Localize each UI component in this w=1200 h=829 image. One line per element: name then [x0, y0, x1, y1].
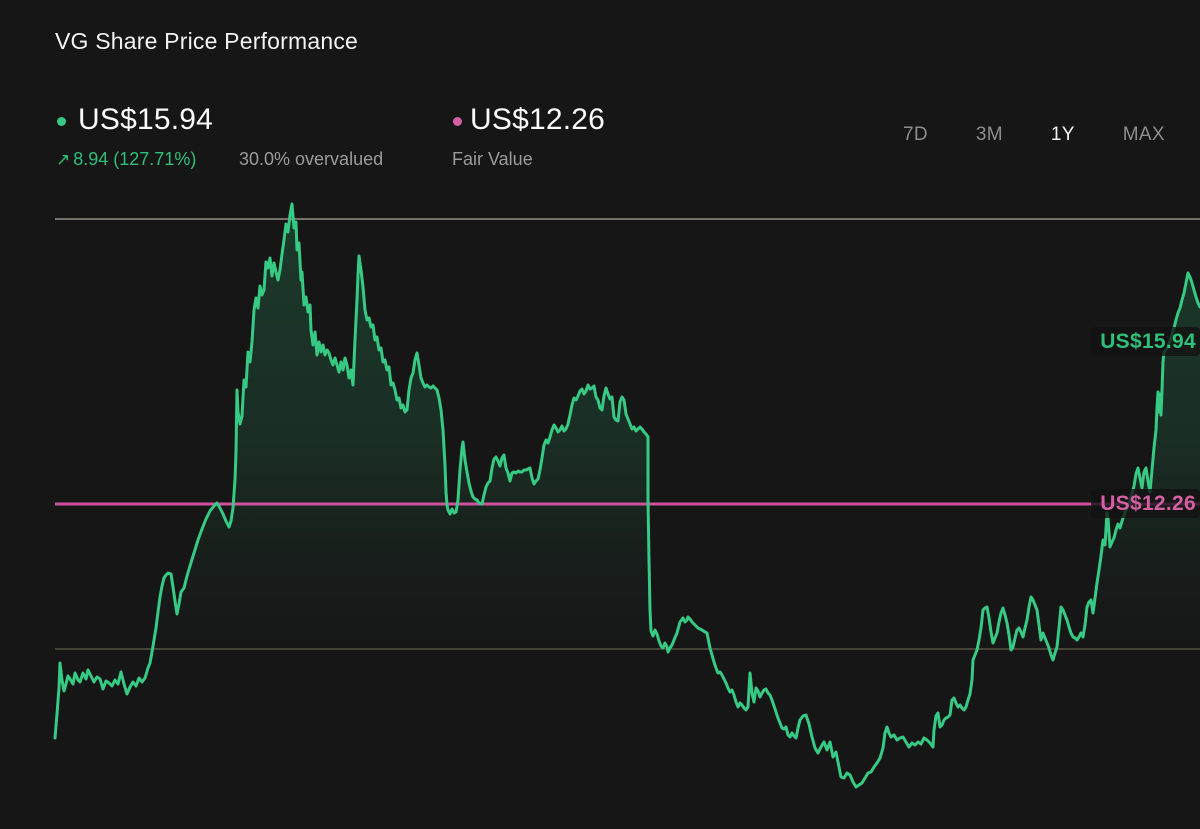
current-price-value: US$15.94	[78, 103, 214, 136]
range-option-1y[interactable]: 1Y	[1050, 124, 1075, 145]
fair-value-dot-icon	[453, 117, 462, 126]
price-change-row: ↗ 8.94 (127.71%)	[56, 149, 196, 170]
current-price-tag: US$15.94	[1091, 327, 1200, 357]
range-option-max[interactable]: MAX	[1122, 124, 1165, 145]
trend-up-arrow-icon: ↗	[56, 150, 71, 169]
valuation-status: 30.0% overvalued	[239, 149, 384, 169]
range-selector: 7D 3M 1Y MAX	[903, 124, 1165, 146]
range-option-3m[interactable]: 3M	[975, 124, 1003, 145]
fair-value-label: Fair Value	[452, 149, 533, 169]
fair-value-price: US$12.26	[470, 103, 606, 136]
range-option-7d[interactable]: 7D	[903, 124, 928, 145]
fair-value-tag: US$12.26	[1091, 489, 1200, 519]
price-area-fill	[55, 204, 1200, 829]
chart-title: VG Share Price Performance	[55, 28, 359, 54]
current-price-dot-icon	[57, 117, 66, 126]
price-change-value: 8.94 (127.71%)	[73, 149, 197, 169]
share-price-line	[53, 202, 1200, 789]
